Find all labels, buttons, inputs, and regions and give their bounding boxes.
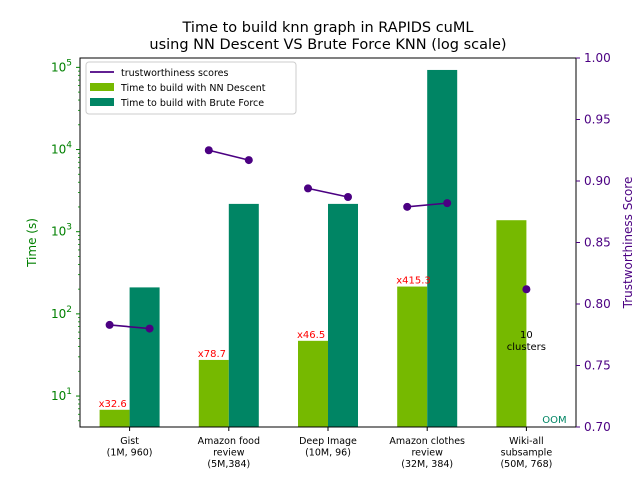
- legend-label-brute-force: Time to build with Brute Force: [120, 98, 264, 109]
- trust-line-2: [307, 187, 349, 198]
- trust-point-0-b: [145, 324, 154, 333]
- wiki-note-line-2: clusters: [507, 342, 546, 353]
- legend-box: [85, 61, 297, 115]
- trust-line-1: [208, 149, 249, 161]
- x-label-0-1: (1M, 960): [107, 448, 153, 459]
- left-tick-label-1: 102: [51, 305, 72, 321]
- left-tick-label-4: 105: [51, 58, 72, 74]
- legend-label-trust: trustworthiness scores: [121, 68, 229, 79]
- bar-brute-force-3: [427, 69, 458, 428]
- x-label-1-0: Amazon food: [198, 436, 260, 447]
- right-tick-label-5: 0.95: [584, 113, 611, 127]
- left-tick-label-3: 104: [51, 141, 72, 157]
- trust-line-3: [407, 202, 448, 208]
- wiki-note-line-1: 10: [520, 330, 533, 341]
- oom-label: OOM: [542, 415, 566, 426]
- x-label-0-0: Gist: [120, 436, 139, 447]
- trust-point-0-a: [105, 320, 114, 329]
- bar-brute-force-0: [129, 287, 160, 427]
- chart-title-line-1: Time to build knn graph in RAPIDS cuML: [182, 20, 474, 36]
- x-label-3-0: Amazon clothes: [389, 436, 465, 447]
- trust-line-0: [109, 324, 150, 330]
- trust-point-1-b: [244, 156, 253, 165]
- x-label-4-1: subsample: [501, 448, 553, 459]
- trust-point-1-a: [204, 146, 213, 155]
- left-tick-label-2: 103: [51, 223, 72, 239]
- right-tick-label-4: 0.90: [584, 174, 611, 188]
- bar-brute-force-2: [328, 203, 358, 427]
- x-label-2-1: (10M, 96): [305, 448, 351, 459]
- trust-point-2-b: [344, 192, 352, 201]
- bar-nn-descent-4: [496, 220, 527, 427]
- legend-swatch-brute-force: [90, 98, 114, 106]
- x-label-4-2: (50M, 768): [500, 459, 552, 470]
- x-label-3-1: review: [411, 448, 443, 459]
- x-label-2-0: Deep Image: [299, 436, 357, 447]
- right-tick-label-1: 0.75: [584, 359, 611, 373]
- right-tick-label-0: 0.70: [584, 420, 611, 434]
- legend: trustworthiness scores Time to build with…: [85, 61, 297, 115]
- bar-nn-descent-3: [397, 286, 428, 427]
- left-axis-label: Time (s): [25, 218, 39, 268]
- right-tick-label-3: 0.85: [584, 236, 611, 250]
- trust-point-2-a: [304, 184, 312, 193]
- speedup-label-0: x32.6: [99, 399, 127, 410]
- chart-title-line-2: using NN Descent VS Brute Force KNN (log…: [149, 37, 506, 53]
- right-axis-label: Trustworthiness Score: [621, 177, 635, 310]
- legend-label-nn-descent: Time to build with NN Descent: [120, 83, 266, 94]
- trust-point-3-a: [403, 202, 412, 211]
- trust-point-4: [522, 285, 531, 294]
- x-label-3-2: (32M, 384): [401, 459, 453, 470]
- trust-point-3-b: [443, 199, 452, 208]
- bar-nn-descent-1: [198, 359, 229, 427]
- x-label-1-2: (5M,384): [207, 459, 250, 470]
- right-tick-label-2: 0.80: [584, 297, 611, 311]
- bar-nn-descent-0: [99, 409, 130, 427]
- bar-brute-force-1: [228, 203, 259, 427]
- right-tick-label-6: 1.00: [584, 51, 611, 65]
- speedup-label-1: x78.7: [198, 349, 226, 360]
- x-label-1-1: review: [213, 448, 245, 459]
- legend-swatch-nn-descent: [90, 83, 114, 91]
- speedup-label-2: x46.5: [297, 330, 325, 341]
- x-label-4-0: Wiki-all: [509, 436, 544, 447]
- left-tick-label-0: 101: [51, 387, 72, 403]
- speedup-label-3: x415.3: [396, 276, 431, 287]
- bar-nn-descent-2: [298, 340, 328, 427]
